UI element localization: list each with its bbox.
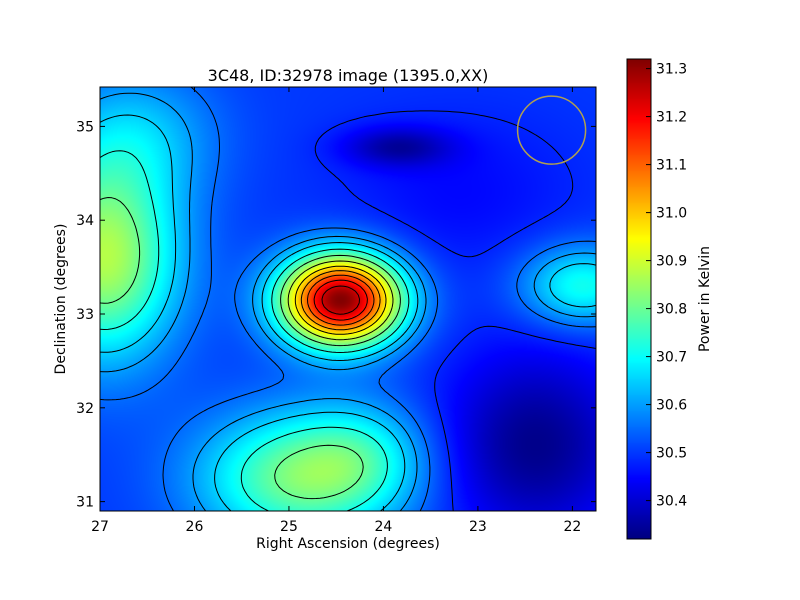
x-tick-label: 23: [469, 519, 487, 535]
contour-level-7: [294, 265, 387, 335]
colorbar-tick-label: 31.0: [656, 206, 687, 222]
contour-level-10: [313, 279, 368, 321]
colorbar-tick-label: 30.4: [656, 494, 687, 510]
chart-title: 3C48, ID:32978 image (1395.0,XX): [208, 66, 489, 85]
x-tick-label: 25: [280, 519, 298, 535]
colorbar-gradient: [627, 59, 651, 539]
x-tick-label: 27: [91, 519, 109, 535]
x-axis-label: Right Ascension (degrees): [256, 536, 440, 552]
contour-level-4: [100, 150, 410, 511]
colorbar-tick-label: 30.8: [656, 302, 687, 318]
colorbar-tick-label: 30.5: [656, 446, 687, 462]
x-tick-label: 22: [563, 519, 581, 535]
contour-level-3: [100, 114, 596, 511]
y-axis-label: Declination (degrees): [53, 224, 69, 375]
contour-level-2: [100, 92, 596, 511]
colorbar-tick-label: 30.9: [656, 254, 687, 270]
contour-lines: [100, 87, 596, 511]
y-axis-ticks: 31 32 33 34 35: [76, 119, 596, 511]
y-tick-label: 34: [76, 213, 94, 229]
colorbar-tick-label: 31.2: [656, 110, 687, 126]
colorbar-tick-label: 31.3: [656, 62, 687, 78]
x-tick-label: 26: [186, 519, 204, 535]
contour-level-11: [321, 285, 360, 315]
colorbar-ticks: 30.4 30.5 30.6 30.7 30.8 30.9 31.0 31.1 31.2 31.3: [646, 62, 687, 510]
x-tick-label: 24: [375, 519, 393, 535]
contour-level-0: [314, 110, 596, 511]
contour-level-5: [100, 197, 401, 500]
beam-circle: [516, 95, 587, 165]
colorbar-label: Power in Kelvin: [697, 246, 713, 352]
contour-level-6: [287, 260, 394, 341]
heatmap-image: [100, 87, 596, 511]
y-tick-label: 31: [76, 495, 94, 511]
plot-frame: [99, 86, 597, 512]
contour-level-9: [307, 274, 375, 326]
y-tick-label: 32: [76, 401, 94, 417]
colorbar-tick-label: 30.6: [656, 398, 687, 414]
y-tick-label: 35: [76, 119, 94, 135]
x-axis-ticks: 27 26 25 24 23 22: [91, 87, 581, 535]
colorbar-tick-label: 30.7: [656, 350, 687, 366]
y-tick-label: 33: [76, 307, 94, 323]
colorbar-frame: [626, 58, 652, 540]
contour-level-8: [300, 270, 381, 331]
colorbar-tick-label: 31.1: [656, 158, 687, 174]
